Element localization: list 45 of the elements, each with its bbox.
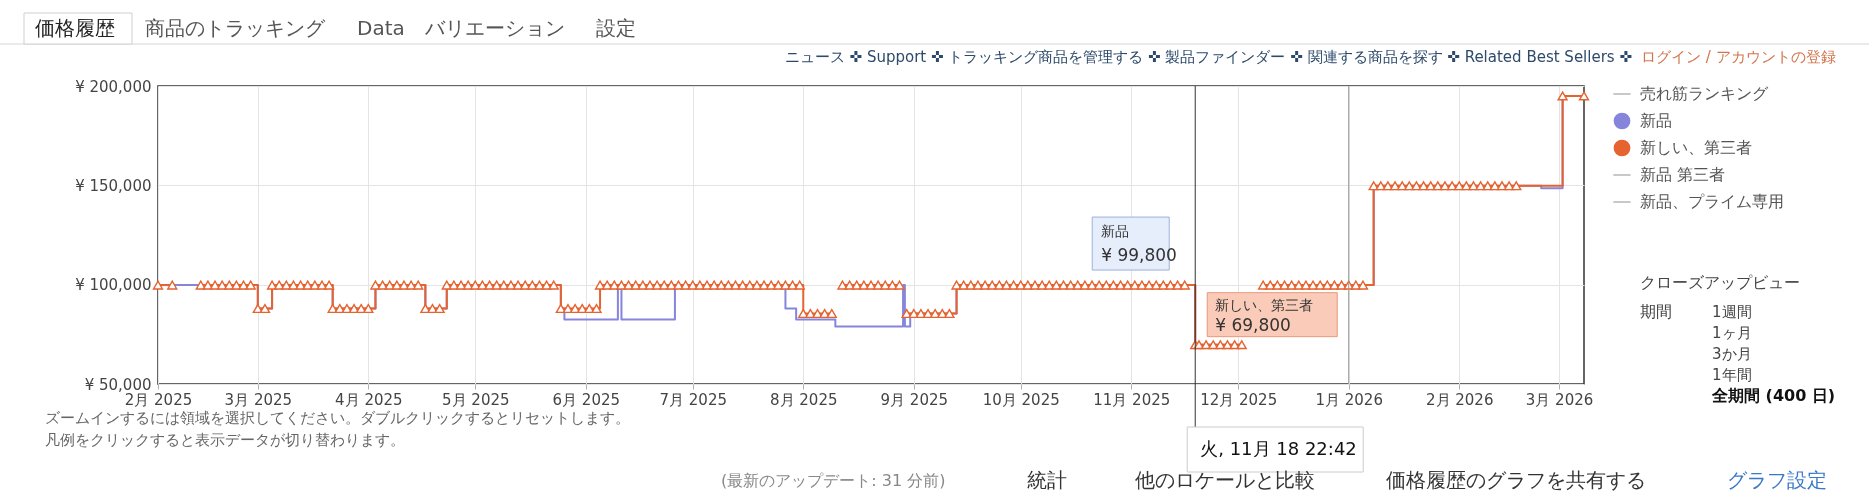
- text: 他のロケールと比較: [1135, 468, 1315, 492]
- text: 1年間: [1712, 366, 1752, 384]
- x-tick-label: 3月 2025: [224, 390, 293, 409]
- text: 1ヶ月: [1712, 324, 1752, 342]
- text: ニュース ✜ Support ✜ トラッキング商品を管理する ✜ 製品ファインダー ✜ 関連する商品を探す ✜ Related Best Sellers ✜: [784, 48, 1632, 66]
- x-tick-label: 3月 2026: [1525, 390, 1594, 409]
- x-tick-label: 2月 2026: [1425, 390, 1494, 409]
- text: ズームインするには領域を選択してください。ダブルクリックするとリセットします。: [45, 409, 630, 427]
- text: 全期間 (400 日): [1711, 386, 1836, 405]
- y-tick-label: ¥ 100,000: [75, 276, 152, 295]
- x-tick-label: 8月 2025: [770, 390, 838, 409]
- text: 3か月: [1712, 345, 1752, 363]
- legend-label: 新しい、第三者: [1640, 138, 1752, 157]
- text: 統計: [1027, 468, 1067, 492]
- legend-label: 売れ筋ランキング: [1640, 84, 1769, 103]
- x-tick-label: 11月 2025: [1093, 390, 1171, 409]
- text: 価格履歴のグラフを共有する: [1386, 468, 1646, 492]
- y-tick-label: ¥ 150,000: [75, 176, 152, 195]
- x-tick-label: 5月 2025: [442, 390, 510, 409]
- text: (最新のアップデート: 31 分前): [721, 471, 946, 490]
- text: ログイン / アカウントの登録: [1641, 48, 1836, 66]
- x-tick-label: 10月 2025: [982, 390, 1060, 409]
- text: 商品のトラッキング: [145, 16, 326, 40]
- annotation: 新品 ¥ 99,800: [1101, 223, 1177, 266]
- legend-label: 新品、プライム専用: [1640, 192, 1784, 211]
- ref-line-label: 火, 11月 18 22:42: [1200, 437, 1357, 459]
- text: 設定: [596, 16, 636, 40]
- x-tick-label: 4月 2025: [335, 390, 403, 409]
- text: グラフ設定: [1727, 468, 1827, 492]
- text: 価格履歴: [35, 16, 115, 40]
- x-tick-label: 6月 2025: [552, 390, 621, 409]
- legend-label: 新品 第三者: [1640, 165, 1726, 184]
- x-tick-label: 9月 2025: [880, 390, 949, 409]
- y-tick-label: ¥ 200,000: [75, 77, 152, 96]
- x-tick-label: 7月 2025: [659, 390, 727, 409]
- annotation: 新しい、第三者 ¥ 69,800: [1215, 296, 1314, 335]
- text: 1週間: [1712, 303, 1752, 321]
- x-tick-label: 1月 2026: [1315, 390, 1383, 409]
- text: 期間: [1640, 302, 1672, 321]
- legend-label: 新品: [1640, 111, 1672, 130]
- text: Data: [357, 16, 405, 40]
- text: バリエーション: [424, 16, 565, 40]
- x-tick-label: 12月 2025: [1200, 390, 1278, 409]
- text: クローズアップビュー: [1640, 273, 1800, 292]
- text: 凡例をクリックすると表示データが切り替わります。: [45, 431, 405, 449]
